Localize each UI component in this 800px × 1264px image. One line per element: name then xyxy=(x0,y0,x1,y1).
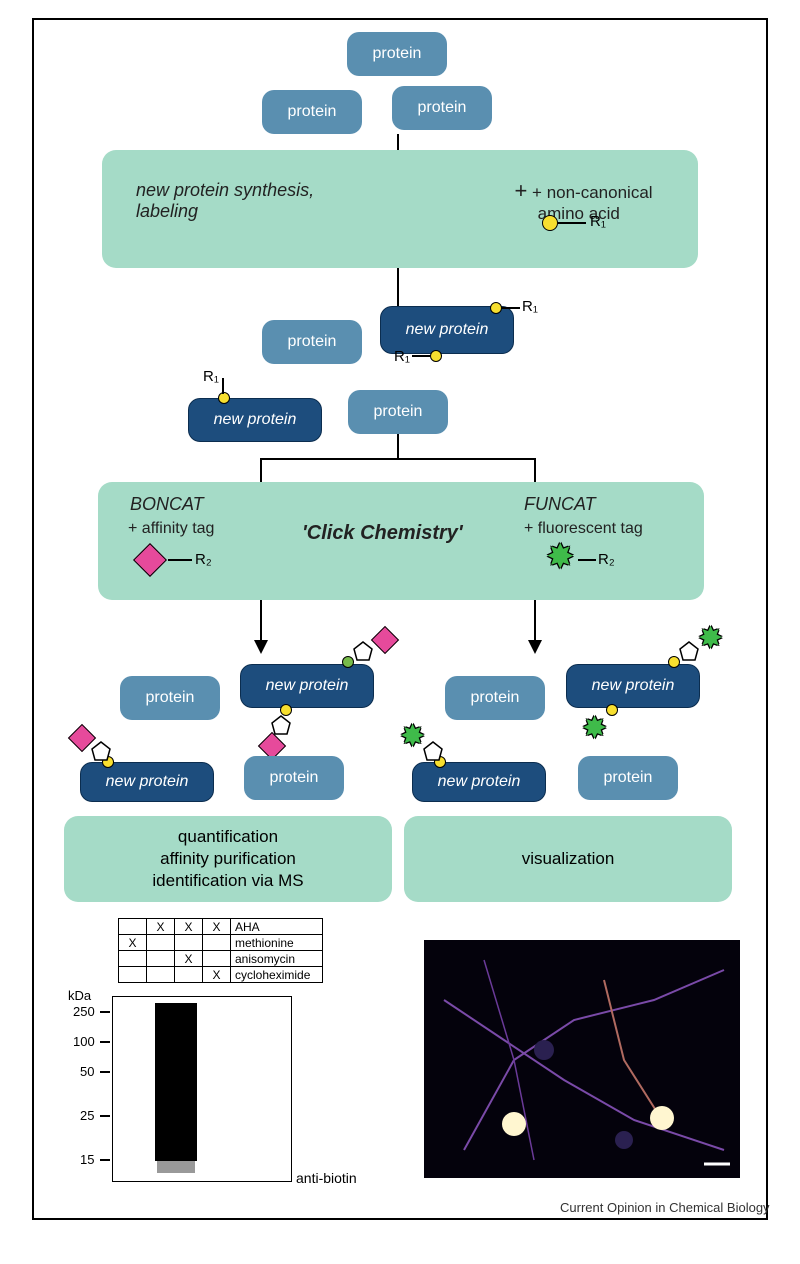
yellow-dot-icon xyxy=(218,392,230,404)
tick xyxy=(100,1041,110,1043)
kda-50: 50 xyxy=(80,1064,94,1079)
protein-label: protein xyxy=(288,333,337,351)
tick xyxy=(100,1071,110,1073)
r1-label: R₁ xyxy=(522,298,538,315)
kda-25: 25 xyxy=(80,1108,94,1123)
boncat-label: BONCAT xyxy=(130,494,204,515)
protein-box: protein xyxy=(392,86,492,130)
yellow-dot-icon xyxy=(430,350,442,362)
protein-label: protein xyxy=(146,689,195,707)
protein-box: protein xyxy=(262,320,362,364)
r1-label: R₁ xyxy=(394,348,410,365)
stage1-left: new protein synthesis, labeling xyxy=(136,180,314,222)
kda-100: 100 xyxy=(73,1034,95,1049)
arrow-head xyxy=(528,640,542,654)
protein-label: protein xyxy=(471,689,520,707)
star-icon: ✸ xyxy=(582,714,607,744)
table-row: XXXAHA xyxy=(119,919,323,935)
new-protein-label: new protein xyxy=(106,773,189,791)
kda-15: 15 xyxy=(80,1152,94,1167)
kda-250: 250 xyxy=(73,1004,95,1019)
protein-label: protein xyxy=(604,769,653,787)
star-icon: ✸ xyxy=(400,722,425,752)
protein-box: protein xyxy=(445,676,545,720)
r1-line xyxy=(502,307,520,309)
new-protein-box: new protein xyxy=(188,398,322,442)
funcat-label: FUNCAT xyxy=(524,494,596,515)
tick xyxy=(100,1115,110,1117)
protein-label: protein xyxy=(374,403,423,421)
yellow-dot-icon xyxy=(490,302,502,314)
protein-label: protein xyxy=(418,99,467,117)
antibody-label: anti-biotin xyxy=(296,1170,357,1186)
yellow-dot-icon xyxy=(606,704,618,716)
star-icon: ✸ xyxy=(698,624,723,654)
kda-label: kDa xyxy=(68,988,91,1003)
affinity-label: + affinity tag xyxy=(128,520,214,538)
r1-line xyxy=(558,222,586,224)
blot-faint xyxy=(157,1161,195,1173)
stage-quant: quantification affinity purification ide… xyxy=(64,816,392,902)
new-protein-box: new protein xyxy=(412,762,546,802)
new-protein-box: new protein xyxy=(240,664,374,708)
r2-line xyxy=(168,559,192,561)
quant-l3: identification via MS xyxy=(152,871,303,891)
r2-label: R₂ xyxy=(195,551,212,568)
wb-condition-table: XXXAHA Xmethionine Xanisomycin Xcyclohex… xyxy=(118,918,323,983)
bracket xyxy=(260,458,536,476)
quant-l2: affinity purification xyxy=(160,849,296,869)
triazole-ring-icon xyxy=(422,740,444,762)
western-blot xyxy=(112,996,292,1182)
new-protein-label: new protein xyxy=(438,773,521,791)
triazole-ring-icon xyxy=(90,740,112,762)
r2-label: R₂ xyxy=(598,551,615,568)
triazole-ring-icon xyxy=(678,640,700,662)
neuron-micrograph xyxy=(424,940,740,1178)
stage-vis: visualization xyxy=(404,816,732,902)
fluor-label: + fluorescent tag xyxy=(524,520,643,538)
table-row: Xcycloheximide xyxy=(119,967,323,983)
arrow-head xyxy=(254,640,268,654)
tick xyxy=(100,1159,110,1161)
click-label: 'Click Chemistry' xyxy=(302,522,463,545)
star-icon: ✸ xyxy=(546,540,575,574)
quant-l1: quantification xyxy=(178,827,278,847)
vis-label: visualization xyxy=(522,849,615,869)
protein-box: protein xyxy=(262,90,362,134)
new-protein-box: new protein xyxy=(566,664,700,708)
protein-label: protein xyxy=(270,769,319,787)
triazole-ring-icon xyxy=(352,640,374,662)
protein-box: protein xyxy=(348,390,448,434)
new-protein-label: new protein xyxy=(406,321,489,339)
yellow-dot-icon xyxy=(542,215,558,231)
stage1-right: + + non-canonical amino acid xyxy=(505,158,653,224)
protein-label: protein xyxy=(288,103,337,121)
r1-line xyxy=(412,355,430,357)
blot-signal xyxy=(155,1003,197,1161)
tick xyxy=(100,1011,110,1013)
attribution: Current Opinion in Chemical Biology xyxy=(560,1200,770,1215)
new-protein-label: new protein xyxy=(266,677,349,695)
r2-line xyxy=(578,559,596,561)
protein-label: protein xyxy=(373,45,422,63)
protein-box: protein xyxy=(347,32,447,76)
new-protein-box: new protein xyxy=(80,762,214,802)
r1-label: R₁ xyxy=(590,213,606,230)
r1-label: R₁ xyxy=(203,368,219,385)
table-row: Xanisomycin xyxy=(119,951,323,967)
r1-line xyxy=(222,378,224,394)
new-protein-label: new protein xyxy=(214,411,297,429)
table-row: Xmethionine xyxy=(119,935,323,951)
new-protein-label: new protein xyxy=(592,677,675,695)
protein-box: protein xyxy=(120,676,220,720)
protein-box: protein xyxy=(244,756,344,800)
arrow-vertical xyxy=(397,434,399,458)
protein-box: protein xyxy=(578,756,678,800)
